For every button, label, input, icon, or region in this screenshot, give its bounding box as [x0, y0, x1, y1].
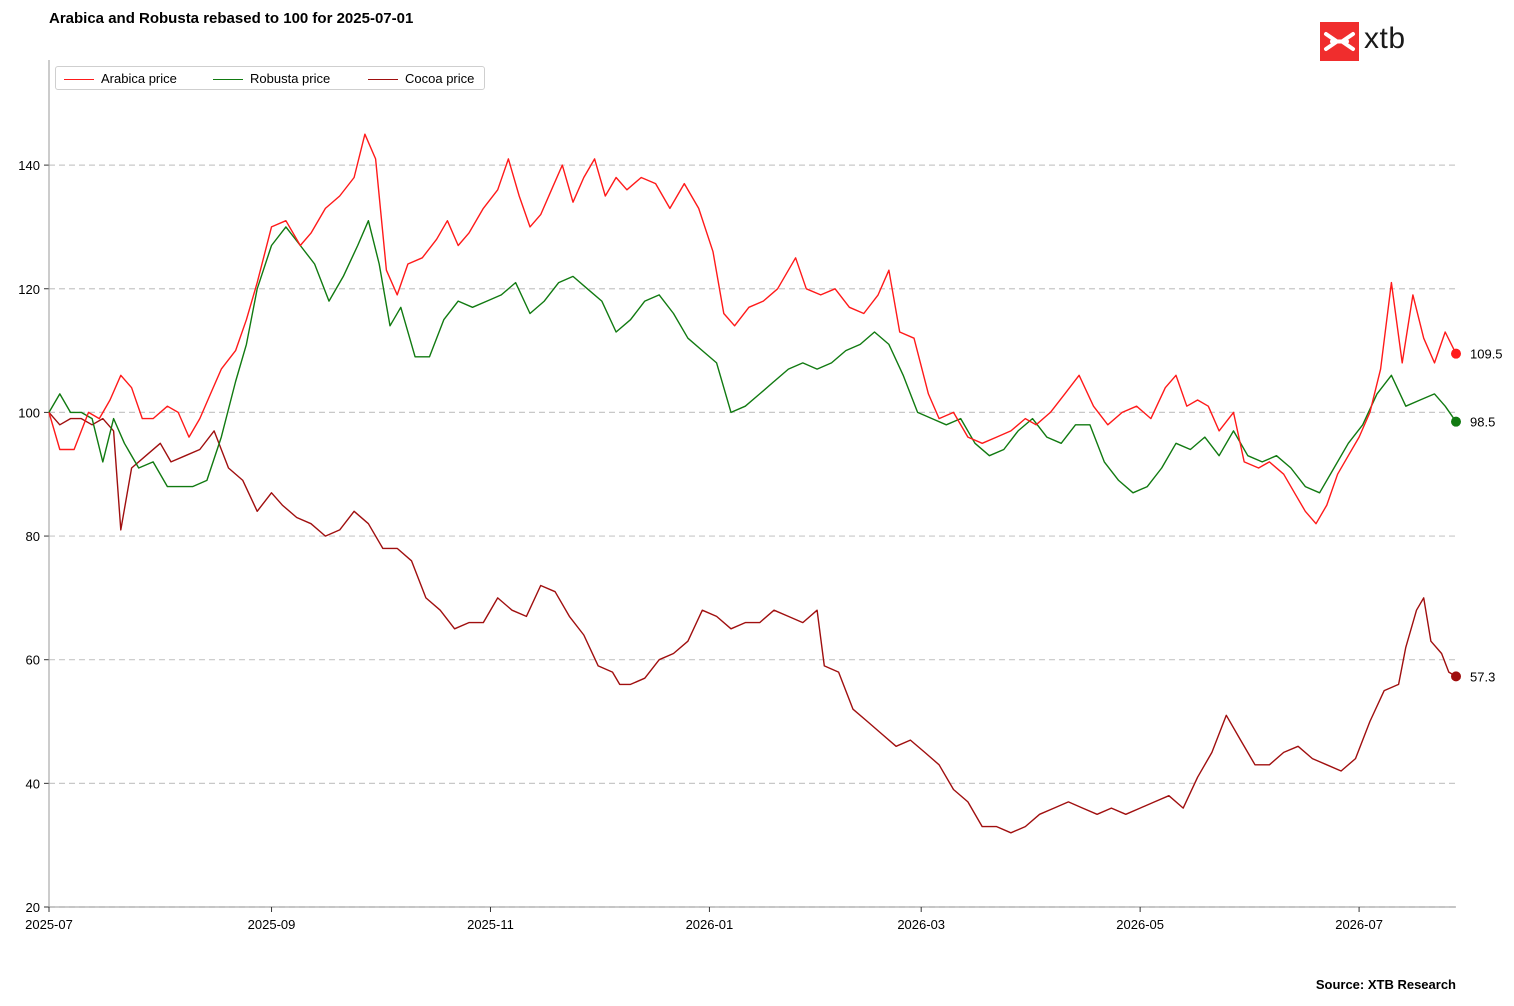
y-tick-label-80: 80 [26, 529, 40, 544]
x-tick-label-2025-09: 2025-09 [248, 917, 296, 932]
legend: Arabica price Robusta price Cocoa price [55, 66, 485, 90]
legend-swatch-arabica [64, 79, 94, 80]
y-tick-label-60: 60 [26, 653, 40, 668]
brand-name: xtb [1364, 22, 1406, 55]
end-label-cocoa: 57.3 [1470, 669, 1495, 684]
legend-swatch-robusta [213, 79, 243, 80]
y-tick-label-100: 100 [18, 405, 40, 420]
x-tick-label-2026-07: 2026-07 [1335, 917, 1383, 932]
gridlines [49, 164, 1456, 908]
series-line-robusta [48, 219, 1457, 494]
end-marker-cocoa [1451, 671, 1461, 682]
legend-label-robusta: Robusta price [250, 71, 331, 86]
end-markers: 57.3 98.5 109.5 [1451, 347, 1503, 684]
series-line-cocoa [48, 411, 1457, 834]
legend-label-cocoa: Cocoa price [405, 71, 475, 86]
x-tick-label-2026-01: 2026-01 [686, 917, 734, 932]
x-tick-label-2025-11: 2025-11 [467, 917, 514, 932]
xtb-logo-icon [1320, 22, 1359, 61]
series-line-arabica [48, 133, 1457, 525]
legend-label-arabica: Arabica price [101, 71, 177, 86]
x-tick-label-2026-03: 2026-03 [897, 917, 945, 932]
source-note: Source: XTB Research [1315, 977, 1456, 992]
end-label-robusta: 98.5 [1470, 415, 1495, 430]
end-marker-arabica [1451, 348, 1461, 359]
y-tick-label-140: 140 [18, 158, 40, 173]
x-tick-label-2026-05: 2026-05 [1116, 917, 1164, 932]
end-marker-robusta [1451, 416, 1461, 427]
axes: 20 40 60 80 100 120 140 2025-07 2025-09 2025-11 20… [18, 60, 1456, 932]
y-tick-label-40: 40 [26, 776, 40, 791]
brand-logo: xtb [1320, 22, 1420, 62]
series-lines [48, 133, 1457, 834]
legend-swatch-cocoa [368, 79, 398, 80]
chart-title: Arabica and Robusta rebased to 100 for 2… [49, 10, 414, 27]
x-tick-label-2025-07: 2025-07 [25, 917, 73, 932]
y-tick-label-120: 120 [18, 282, 40, 297]
end-label-arabica: 109.5 [1470, 347, 1503, 362]
y-tick-label-20: 20 [26, 900, 40, 915]
